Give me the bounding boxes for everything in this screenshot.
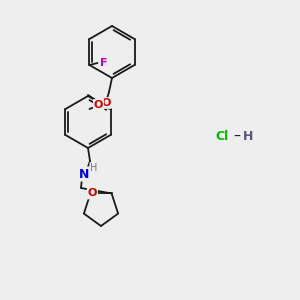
Text: O: O	[94, 100, 103, 110]
Text: –: –	[234, 130, 240, 144]
Text: Cl: Cl	[215, 130, 229, 143]
Text: N: N	[79, 167, 89, 181]
Text: F: F	[100, 58, 107, 68]
Text: H: H	[243, 130, 253, 143]
Text: O: O	[101, 98, 111, 108]
Text: O: O	[88, 188, 97, 198]
Text: H: H	[90, 163, 98, 173]
